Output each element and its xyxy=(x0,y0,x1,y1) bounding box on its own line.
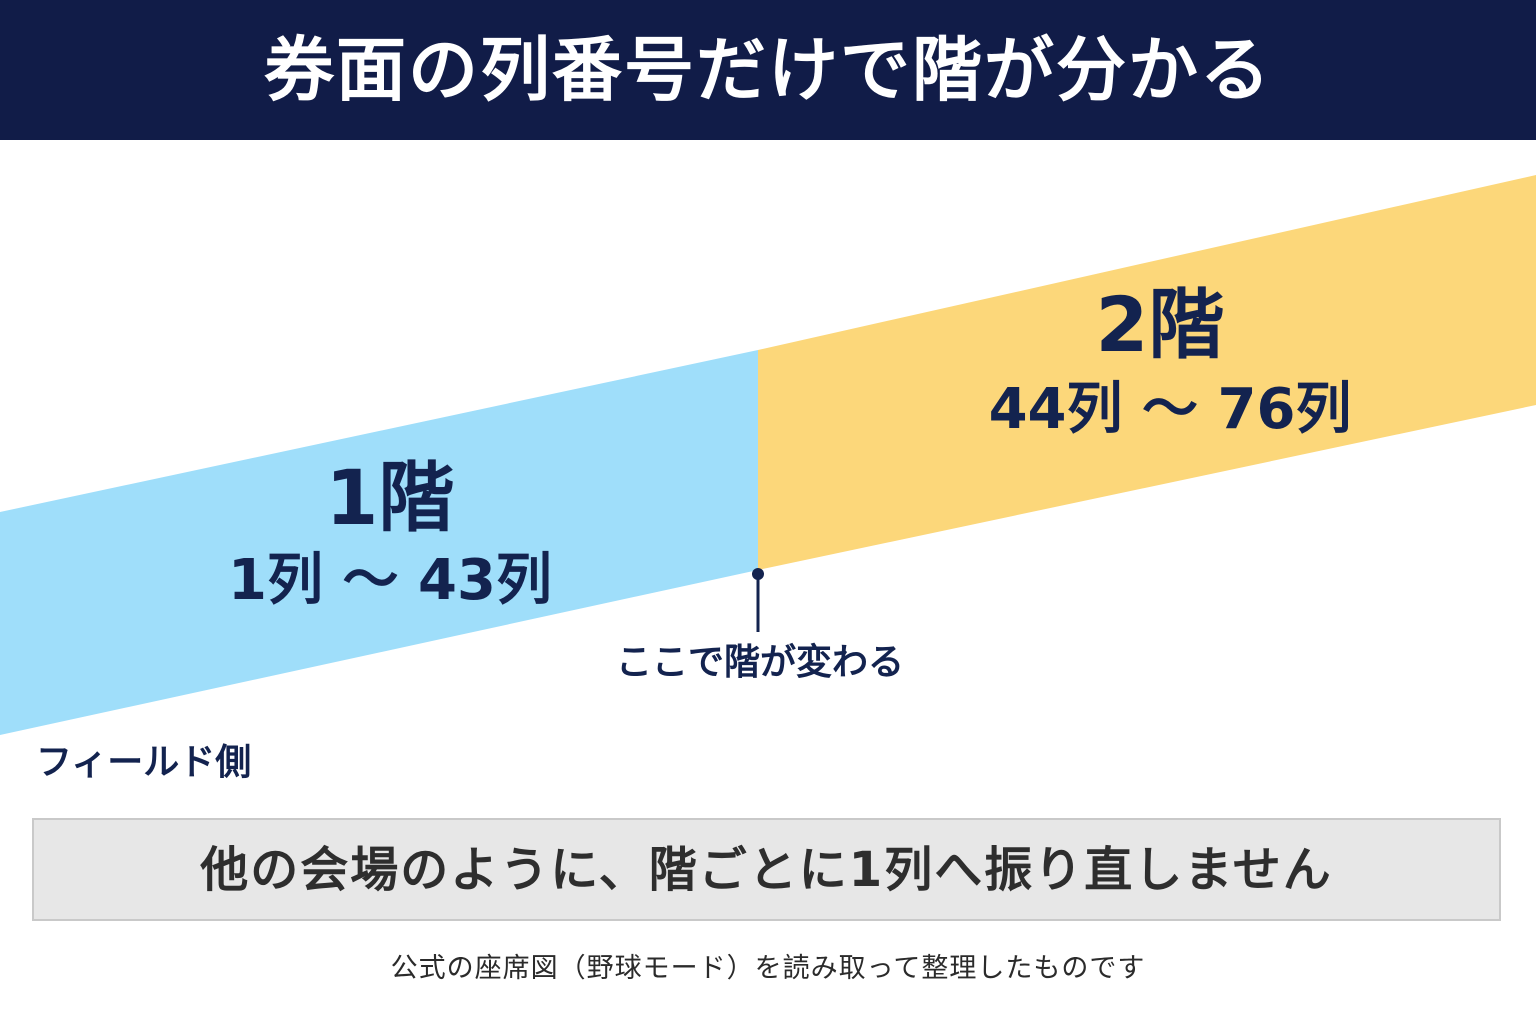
header-bar: 券面の列番号だけで階が分かる xyxy=(0,0,1536,140)
floor1-name: 1階 xyxy=(325,453,455,542)
floor2-name: 2階 xyxy=(1095,280,1225,369)
floor2-band xyxy=(758,175,1536,570)
note-text: 他の会場のように、階ごとに1列へ振り直しません xyxy=(200,841,1333,898)
boundary-label: ここで階が変わる xyxy=(615,642,904,683)
field-side-label: フィールド側 xyxy=(36,742,252,783)
source-note: 公式の座席図（野球モード）を読み取って整理したものです xyxy=(390,953,1146,984)
floor2-row-range: 44列 ～ 76列 xyxy=(988,377,1352,442)
floor1-row-range: 1列 ～ 43列 xyxy=(228,548,552,613)
boundary-marker-dot xyxy=(752,568,764,580)
page-title: 券面の列番号だけで階が分かる xyxy=(264,29,1272,111)
note-box: 他の会場のように、階ごとに1列へ振り直しません xyxy=(32,818,1501,921)
floor1-band xyxy=(0,350,758,735)
